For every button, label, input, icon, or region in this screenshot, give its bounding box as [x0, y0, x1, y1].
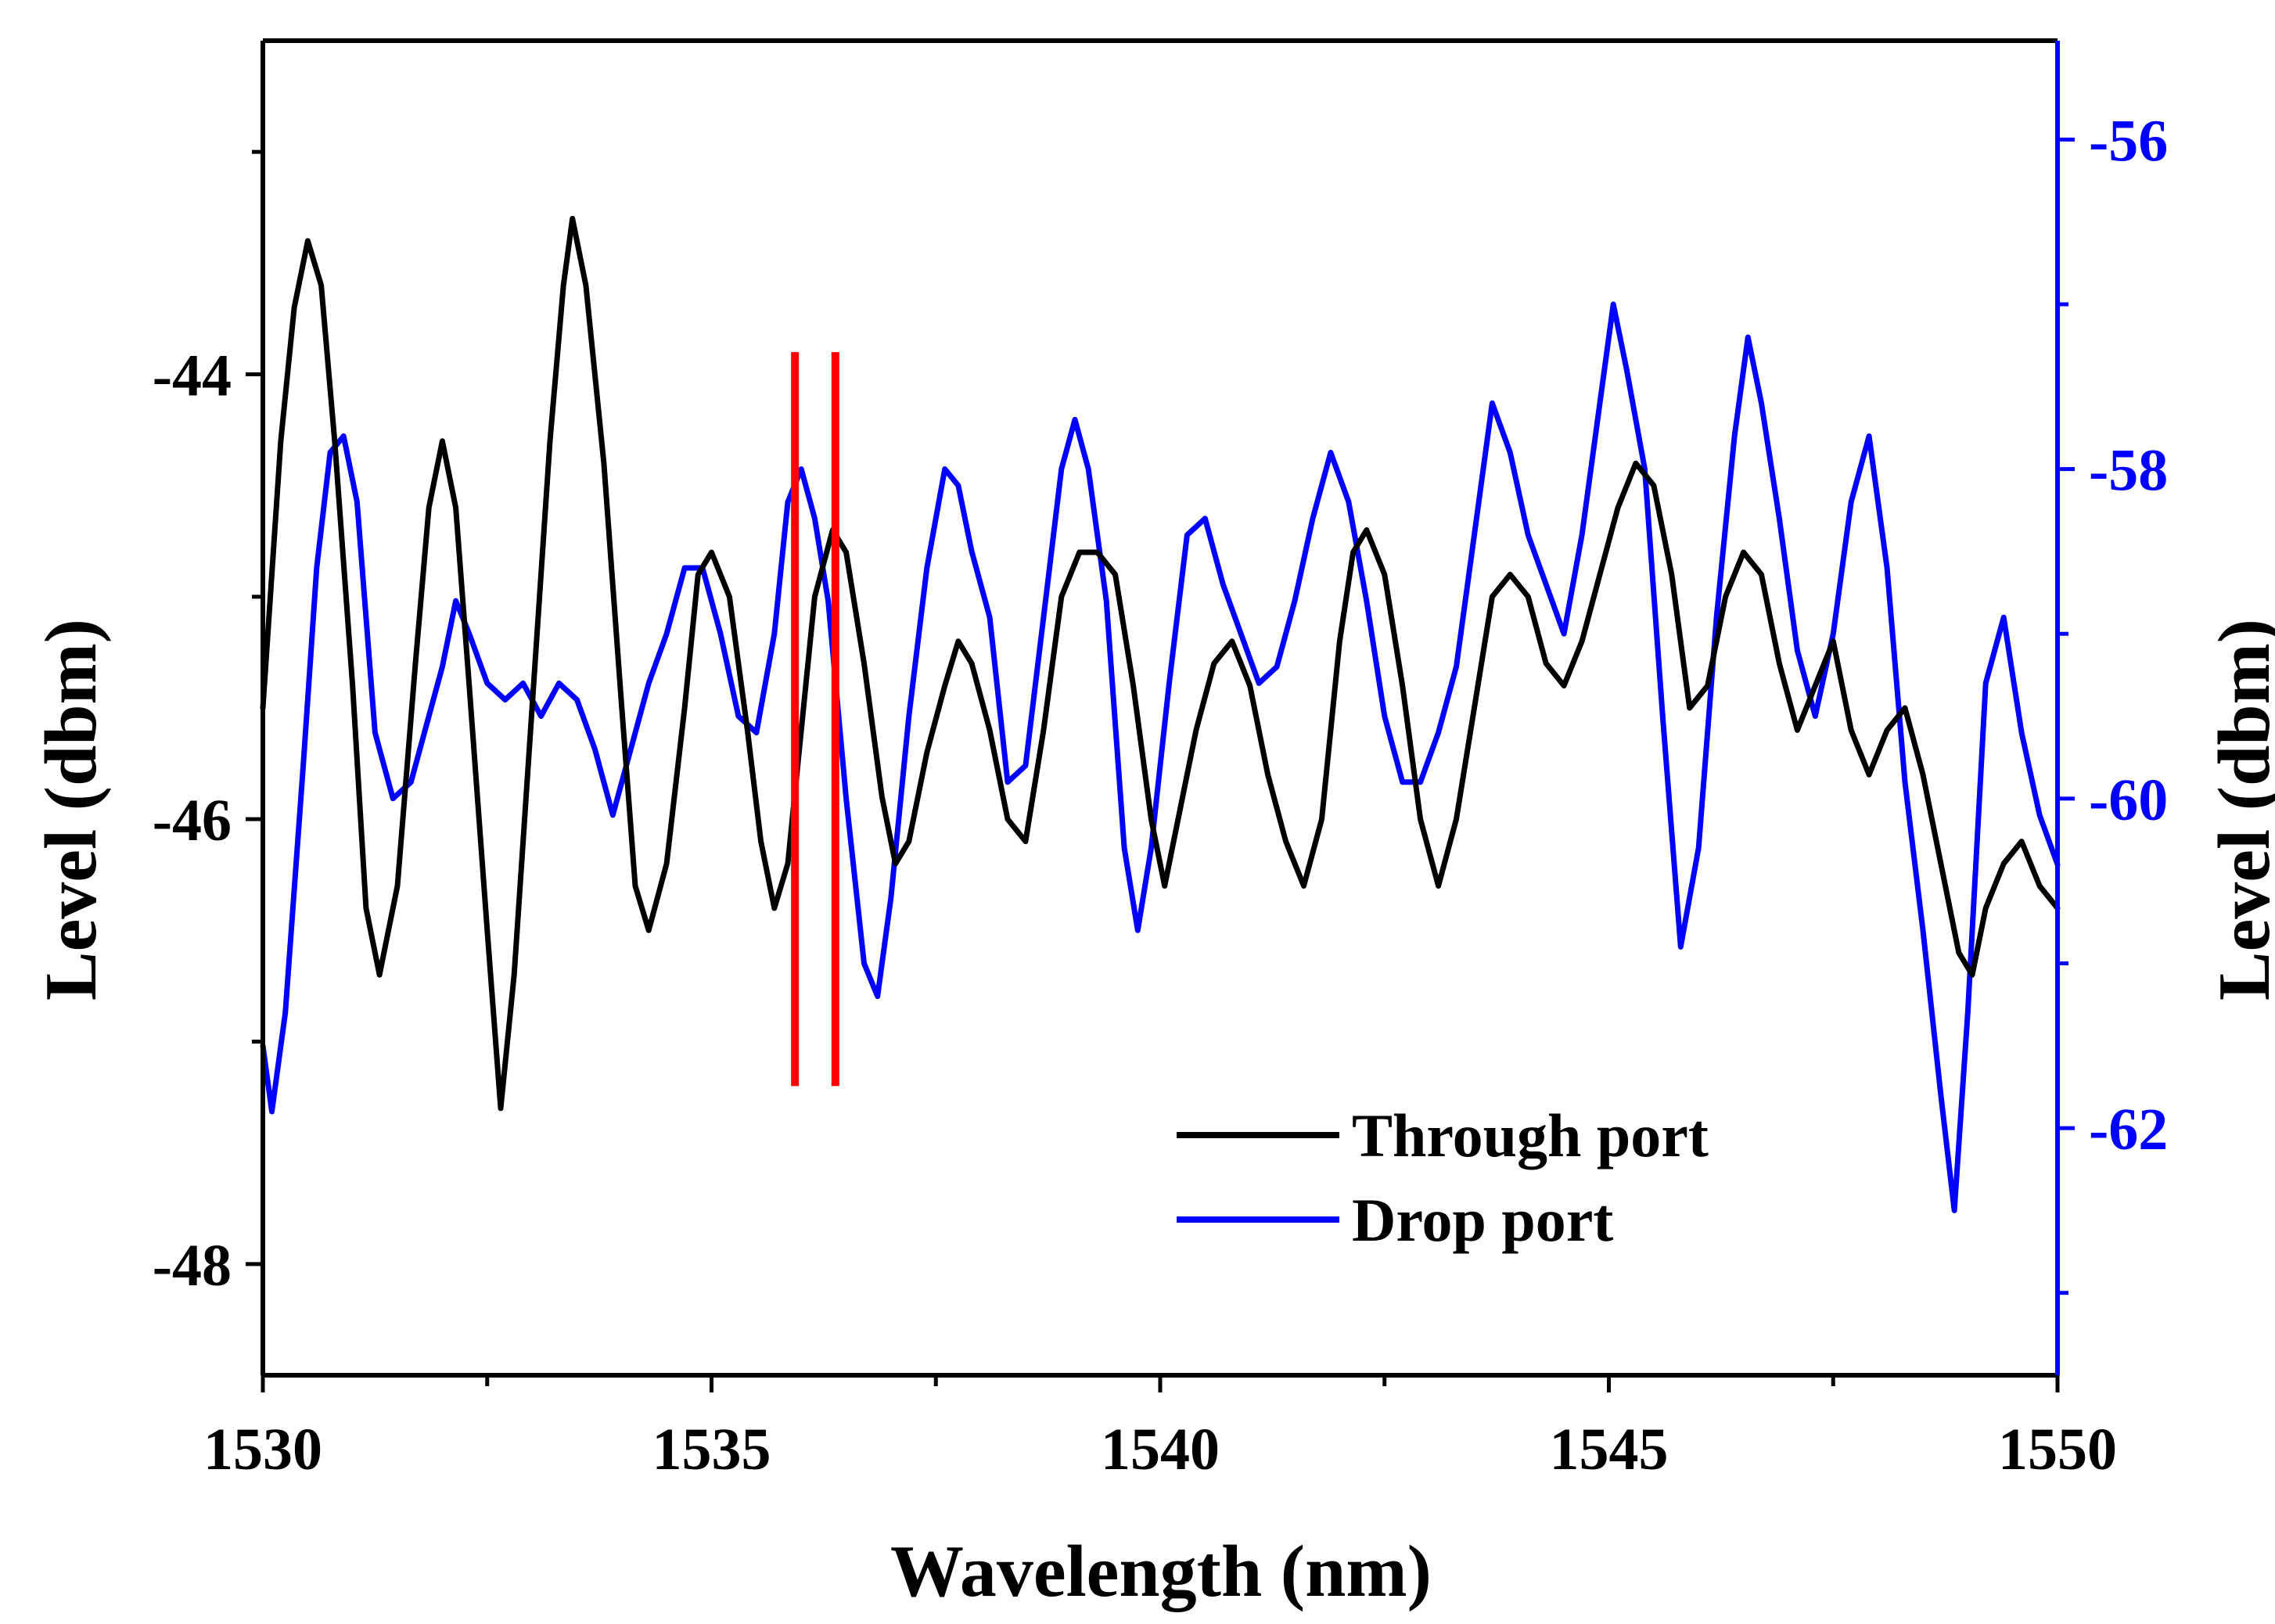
- right-y-axis-title: Level (dbm): [2204, 619, 2275, 1001]
- x-tick-label: 1550: [1998, 1417, 2117, 1482]
- left-y-axis-title: Level (dbm): [31, 619, 112, 1001]
- series-line-drop-port: [260, 301, 2061, 1213]
- left-y-tick-label: -46: [153, 788, 232, 853]
- right-y-tick-label: -62: [2089, 1097, 2168, 1162]
- right-y-tick-label: -60: [2089, 767, 2168, 833]
- right-y-tick-label: -56: [2089, 108, 2168, 174]
- x-tick-label: 1545: [1550, 1417, 1669, 1482]
- left-y-tick-label: -44: [153, 343, 232, 409]
- legend-label-through-port: Through port: [1352, 1101, 1709, 1169]
- ticks-layer: 1530 1535 1540 1545 1550 -44 -46 -48 -56 -58 -60 -6…: [153, 108, 2169, 1482]
- series-line-through-port: [260, 216, 2061, 1112]
- x-tick-label: 1540: [1101, 1417, 1220, 1482]
- left-y-tick-label: -48: [153, 1233, 232, 1299]
- legend: Through port Drop port: [1177, 1101, 1709, 1254]
- x-axis-title: Wavelength (nm): [890, 1531, 1432, 1612]
- marker-layer: [791, 352, 839, 1087]
- series-layer: [260, 216, 2061, 1213]
- x-tick-label: 1530: [203, 1417, 322, 1482]
- right-y-tick-label: -58: [2089, 438, 2168, 504]
- x-tick-label: 1535: [652, 1417, 771, 1482]
- legend-label-drop-port: Drop port: [1352, 1186, 1613, 1254]
